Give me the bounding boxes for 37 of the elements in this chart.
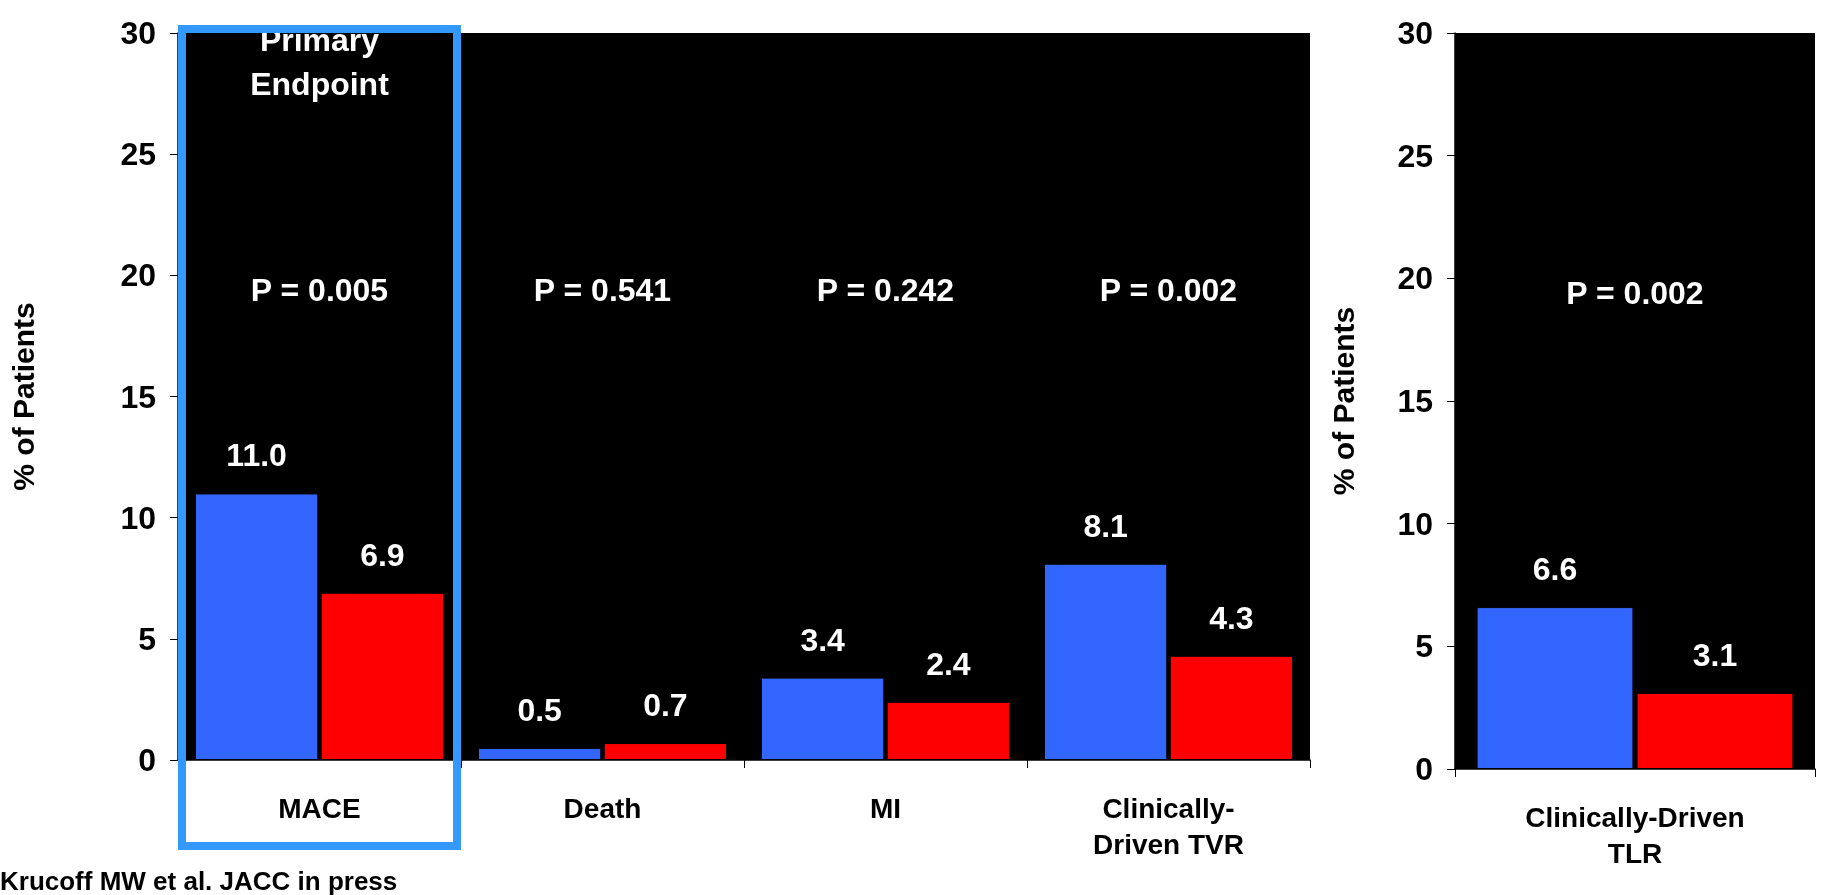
y-tick-label: 25: [1397, 137, 1433, 174]
annotation: P = 0.242: [816, 271, 955, 308]
data-label: 4.3: [1209, 599, 1254, 636]
data-label: 3.4: [800, 621, 846, 658]
annotation: P = 0.002: [1566, 275, 1704, 312]
y-tick-label: 0: [138, 742, 156, 778]
x-tick-label: MACE: [278, 792, 361, 824]
y-tick-label: 5: [1415, 628, 1433, 665]
y-tick-label: 5: [138, 620, 156, 657]
data-label: 6.9: [360, 536, 405, 573]
data-label: 3.1: [1692, 636, 1738, 673]
data-label: 8.1: [1083, 507, 1128, 544]
data-label: 11.0: [226, 437, 287, 474]
data-label: 0.7: [643, 687, 688, 724]
data-label: 6.6: [1532, 551, 1578, 588]
text: Krucoff MW et al. JACC in press: [0, 866, 398, 895]
annotation: P = 0.002: [1099, 271, 1238, 308]
data-label: 2.4: [926, 645, 971, 682]
y-axis-title: % of Patients: [6, 302, 40, 491]
x-tick-label: Death: [563, 792, 642, 824]
y-tick-label: 0: [1415, 751, 1433, 787]
annotation: P = 0.541: [533, 271, 672, 308]
y-tick-label: 30: [120, 15, 156, 51]
y-tick-label: 25: [120, 136, 156, 173]
y-tick-label: 15: [1397, 383, 1433, 419]
annotation: P = 0.005: [250, 271, 389, 308]
y-tick-label: 15: [120, 378, 156, 415]
y-axis-title: % of Patients: [1326, 306, 1360, 496]
data-label: 0.5: [517, 691, 562, 728]
y-tick-label: 10: [120, 499, 156, 536]
y-tick-label: 10: [1397, 505, 1433, 542]
x-tick-label: Clinically-Driven TLR: [1525, 801, 1745, 869]
y-tick-label: 20: [1397, 260, 1433, 297]
y-tick-label: 20: [120, 257, 156, 294]
y-tick-label: 30: [1397, 15, 1433, 51]
x-tick-label: Clinically- Driven TVR: [1093, 792, 1244, 860]
x-tick-label: MI: [869, 792, 902, 824]
